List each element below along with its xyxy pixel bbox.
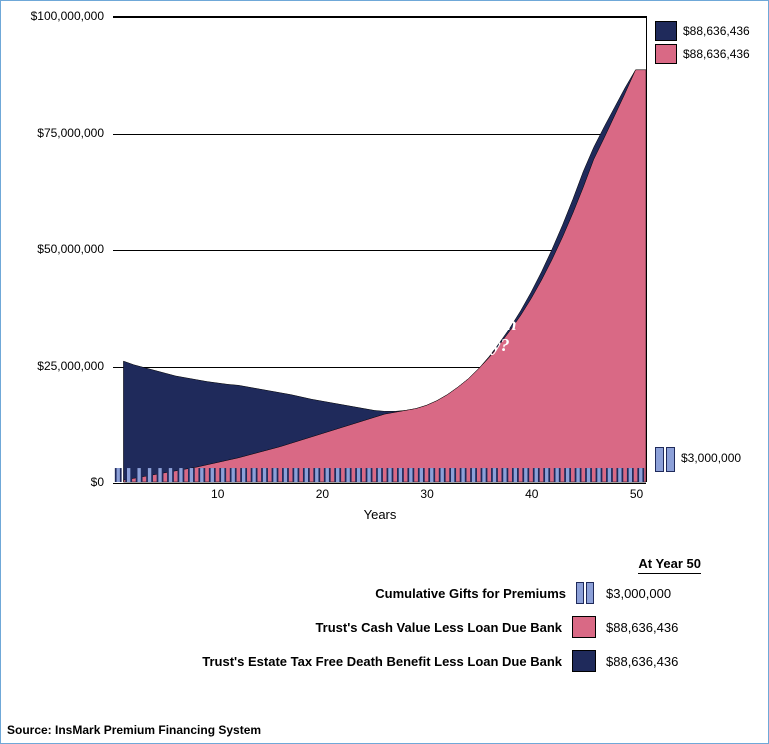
legend-value: $88,636,436 (683, 24, 750, 38)
bottom-legend-value: $3,000,000 (606, 586, 701, 601)
legend-value: $88,636,436 (683, 47, 750, 61)
legend-swatch (572, 616, 596, 638)
side-bars-value: $3,000,000 (681, 451, 741, 465)
annotation-text: Forgotten Money? (442, 314, 516, 357)
y-tick-label: $50,000,000 (24, 242, 104, 256)
x-tick-label: 40 (525, 487, 538, 501)
side-bars-legend (655, 447, 677, 472)
bottom-legend-value: $88,636,436 (606, 654, 701, 669)
bottom-legend: At Year 50 Cumulative Gifts for Premiums… (61, 556, 701, 684)
y-tick-label: $25,000,000 (24, 359, 104, 373)
legend-swatch (572, 650, 596, 672)
x-tick-label: 50 (630, 487, 643, 501)
bottom-legend-label: Cumulative Gifts for Premiums (61, 586, 576, 601)
chart-svg (113, 17, 646, 482)
y-tick-label: $75,000,000 (24, 126, 104, 140)
y-tick-label: $100,000,000 (24, 9, 104, 23)
y-tick-label: $0 (24, 475, 104, 489)
x-tick-label: 30 (420, 487, 433, 501)
x-axis-title: Years (113, 507, 647, 522)
x-tick-label: 10 (211, 487, 224, 501)
bottom-legend-row: Trust's Estate Tax Free Death Benefit Le… (61, 650, 701, 672)
bottom-legend-value: $88,636,436 (606, 620, 701, 635)
x-tick-label: 20 (316, 487, 329, 501)
top-legend-row: $88,636,436 (655, 21, 750, 41)
legend-swatch (655, 21, 677, 41)
bottom-legend-label: Trust's Cash Value Less Loan Due Bank (61, 620, 572, 635)
annotation-line1: Forgotten (442, 314, 516, 334)
bottom-legend-label: Trust's Estate Tax Free Death Benefit Le… (61, 654, 572, 669)
top-legend: $88,636,436 $88,636,436 (655, 21, 750, 67)
source-text: Source: InsMark Premium Financing System (7, 723, 261, 737)
annotation-line2: Money? (449, 335, 509, 355)
bottom-legend-header: At Year 50 (638, 556, 701, 574)
plot-area: Forgotten Money? (113, 16, 647, 482)
bottom-legend-row: Cumulative Gifts for Premiums $3,000,000 (61, 582, 701, 604)
chart-container: $0 $25,000,000 $50,000,000 $75,000,000 $100,… (0, 0, 769, 744)
legend-bars-swatch (576, 582, 596, 604)
bottom-legend-row: Trust's Cash Value Less Loan Due Bank $88… (61, 616, 701, 638)
legend-swatch (655, 44, 677, 64)
top-legend-row: $88,636,436 (655, 44, 750, 64)
